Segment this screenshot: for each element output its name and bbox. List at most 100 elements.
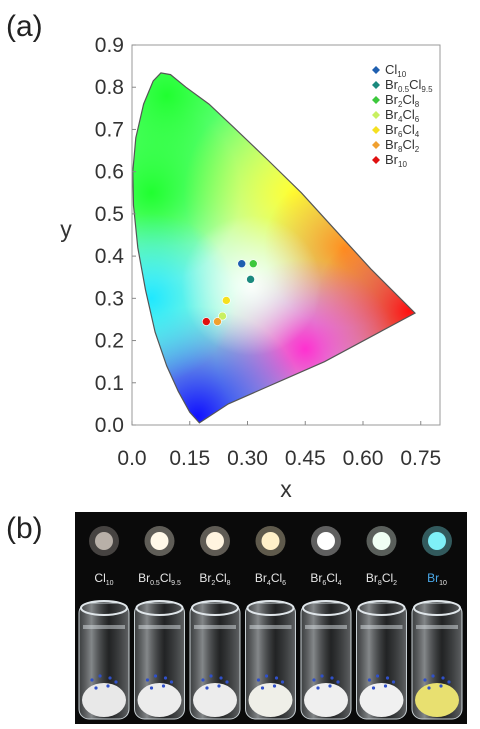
data-point-br10	[202, 317, 211, 326]
panel-a-label: (a)	[6, 10, 43, 43]
x-tick-label: 0.45	[285, 447, 326, 470]
label-marking	[108, 676, 112, 680]
powder	[248, 683, 293, 717]
vial-neck	[416, 625, 458, 629]
x-axis-ticks: 0.0 0.15 0.30 0.45 0.60 0.75	[117, 421, 441, 470]
label-marking	[427, 686, 431, 690]
panel-b-label: (b)	[6, 512, 43, 545]
legend-label: Cl10	[385, 62, 407, 79]
label-marking	[90, 678, 94, 682]
emission-spot	[150, 532, 169, 550]
label-marking	[94, 686, 98, 690]
label-marking	[169, 680, 174, 684]
label-marking	[264, 674, 269, 678]
sample-4: Br6Cl4	[300, 526, 352, 720]
y-tick-label: 0.4	[95, 245, 125, 268]
label-marking	[312, 678, 316, 682]
label-marking	[336, 680, 340, 684]
label-marking	[205, 686, 209, 690]
label-marking	[441, 676, 445, 680]
label-marking	[145, 678, 150, 682]
label-marking	[217, 684, 221, 688]
y-tick-label: 0.5	[95, 203, 124, 226]
legend-marker	[372, 126, 380, 134]
vial-rim	[357, 600, 406, 616]
vial-rim	[191, 600, 239, 616]
legend-marker	[372, 156, 380, 164]
label-marking	[201, 678, 205, 682]
data-point-br2cl8	[248, 259, 258, 269]
label-marking	[385, 676, 390, 680]
sample-label: Br4Cl6	[255, 571, 286, 587]
y-tick-label: 0.3	[95, 287, 124, 310]
vial-neck	[305, 625, 347, 629]
label-marking	[431, 674, 435, 678]
data-point-br8cl2	[213, 317, 222, 326]
label-marking	[256, 678, 261, 682]
powder	[193, 683, 237, 717]
label-marking	[98, 674, 102, 678]
y-tick-label: 0.9	[95, 34, 124, 57]
x-tick-label: 0.0	[117, 447, 146, 470]
legend-marker	[372, 81, 380, 89]
chart: 0.00.10.20.30.40.50.60.70.80.9 0.0 0.15 0.…	[60, 34, 441, 502]
sample-5: Br8Cl2	[356, 526, 407, 720]
label-marking	[219, 676, 223, 680]
label-marking	[371, 686, 376, 690]
vial-neck	[360, 625, 403, 629]
photo-samples: Cl10 Br0.5Cl9.5 Br2Cl8 Br4Cl6 Br6Cl4 Br8Cl2 Br…	[78, 526, 463, 720]
y-tick-label: 0.1	[95, 372, 124, 395]
label-marking	[447, 680, 451, 684]
sample-label: Br0.5Cl9.5	[138, 571, 181, 587]
sample-label: Cl10	[94, 571, 113, 587]
powder	[137, 683, 182, 717]
emission-spot	[428, 532, 446, 550]
y-axis-title: y	[60, 216, 72, 242]
label-marking	[375, 674, 380, 678]
label-marking	[209, 674, 213, 678]
label-marking	[153, 674, 158, 678]
sample-label: Br2Cl8	[199, 571, 230, 587]
x-tick-label: 0.60	[343, 447, 384, 470]
plot-frame	[131, 44, 441, 426]
legend-label: Br0.5Cl9.5	[385, 77, 433, 94]
y-tick-label: 0.7	[95, 118, 124, 141]
emission-spot	[261, 532, 280, 550]
legend-label: Br8Cl2	[385, 137, 420, 154]
x-tick-label: 0.15	[169, 447, 210, 470]
label-marking	[274, 676, 279, 680]
powder	[304, 683, 348, 717]
sample-3: Br4Cl6	[245, 526, 296, 720]
vial-neck	[194, 625, 236, 629]
data-point-br4cl6	[218, 311, 227, 321]
label-marking	[280, 680, 285, 684]
legend-marker	[372, 141, 380, 149]
emission-spot	[206, 532, 224, 550]
powder	[415, 683, 459, 717]
label-marking	[114, 680, 118, 684]
label-marking	[149, 686, 154, 690]
label-marking	[391, 680, 396, 684]
sample-label: Br8Cl2	[366, 571, 397, 587]
label-marking	[320, 674, 324, 678]
powder	[359, 683, 404, 717]
vial-neck	[249, 625, 292, 629]
legend-label: Br10	[385, 152, 407, 169]
label-marking	[328, 684, 332, 688]
vial-rim	[302, 600, 350, 616]
data-points	[202, 259, 258, 326]
powder	[82, 683, 126, 717]
data-point-cl10	[237, 259, 247, 269]
y-axis-ticks: 0.0 0.1 0.2 0.3 0.4 0.5 0.6 0.7 0.8 0.9	[95, 34, 136, 437]
sample-1: Br0.5Cl9.5	[134, 526, 185, 720]
label-marking	[225, 680, 229, 684]
legend-marker	[372, 96, 380, 104]
x-axis-title: x	[280, 476, 292, 502]
emission-spot	[317, 532, 335, 550]
legend-marker	[372, 111, 380, 119]
vial-neck	[83, 625, 125, 629]
legend: Cl10Br0.5Cl9.5Br2Cl8Br4Cl6Br6Cl4Br8Cl2Br…	[372, 62, 433, 169]
sample-label: Br6Cl4	[310, 571, 341, 587]
emission-spot	[372, 532, 391, 550]
